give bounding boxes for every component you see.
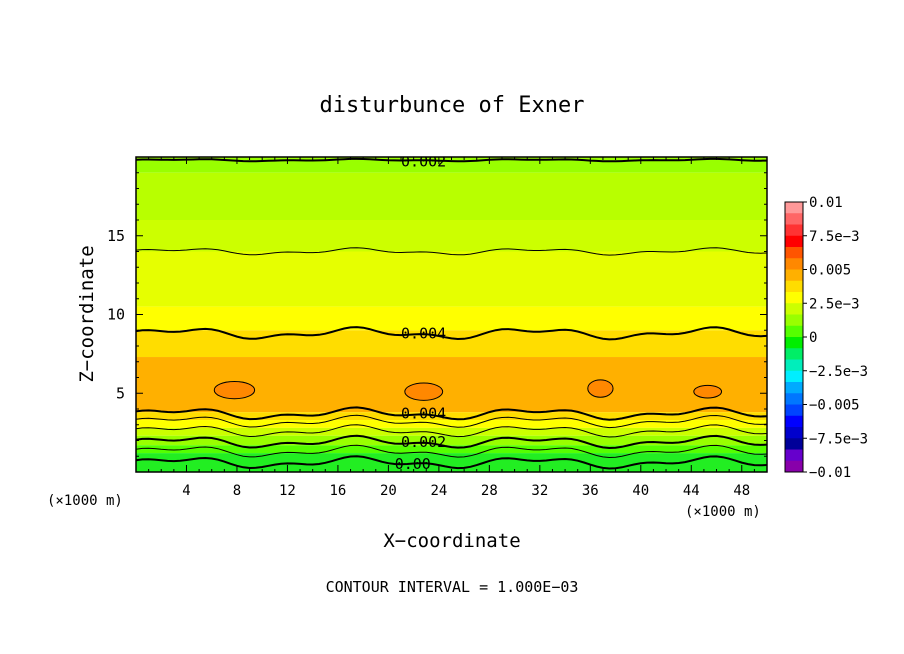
colorbar-cell: [785, 460, 803, 473]
plot-area: 0.002 0.004 0.004 0.002 0.00: [136, 153, 767, 473]
contour-maximum-1: [404, 382, 444, 401]
colorbar-tick-label: −7.5e−3: [809, 431, 868, 447]
x-tick-label: 36: [582, 483, 599, 499]
x-tick-label: 16: [329, 483, 346, 499]
x-tick-label: 12: [279, 483, 296, 499]
x-tick-label: 20: [380, 483, 397, 499]
contour-band-2: [136, 220, 767, 252]
colorbar-tick-label: 2.5e−3: [809, 296, 860, 312]
contour-line-2: [136, 326, 767, 341]
colorbar-cell: [785, 449, 803, 462]
colorbar-cell: [785, 348, 803, 360]
contour-line-4: [136, 414, 767, 429]
colorbar-cell: [785, 292, 803, 304]
contour-label-2: 0.004: [401, 405, 446, 423]
colorbar-tick-label: 0.005: [809, 263, 851, 279]
colorbar-cell: [785, 382, 803, 394]
y-axis-label: Z−coordinate: [76, 245, 98, 382]
contour-band-8: [136, 420, 767, 428]
colorbar: 0.01 7.5e−3 0.005 2.5e−3 0 −2.5e−3 −0.005 −7.5e…: [784, 195, 868, 481]
colorbar-cell: [785, 404, 803, 417]
contour-lines: [136, 157, 767, 470]
colorbar-cell: [785, 314, 803, 327]
contour-band-3: [136, 251, 767, 307]
x-tick-label: 44: [683, 483, 700, 499]
x-tick-label: 48: [733, 483, 750, 499]
contour-line-6: [136, 434, 767, 450]
colorbar-cell: [785, 303, 803, 315]
x-axis-unit-left: (×1000 m): [47, 493, 123, 509]
contour-line-1: [136, 247, 767, 256]
svg-text:0.004: 0.004: [401, 405, 446, 423]
colorbar-cell: [785, 224, 803, 237]
contour-band-7: [136, 412, 767, 421]
x-tick-label: 8: [233, 483, 241, 499]
contour-label-0: 0.002: [401, 153, 446, 171]
contour-band-10: [136, 435, 767, 446]
x-axis-label: X−coordinate: [383, 530, 520, 552]
x-tick-label: 40: [632, 483, 649, 499]
colorbar-cell: [785, 359, 803, 372]
contour-maximum-3: [693, 384, 723, 399]
colorbar-cell: [785, 280, 803, 293]
contour-maximum-2: [587, 379, 614, 398]
colorbar-tick-label: −2.5e−3: [809, 364, 868, 380]
svg-text:0.004: 0.004: [401, 324, 446, 342]
colorbar-cell: [785, 258, 803, 270]
contour-line-7: [136, 444, 767, 459]
footer-contour-interval: CONTOUR INTERVAL = 1.000E−03: [326, 578, 579, 596]
x-tick-label: 4: [182, 483, 190, 499]
contour-line-5: [136, 424, 767, 438]
contour-band-1: [136, 172, 767, 220]
contour-label-1: 0.004: [401, 324, 446, 342]
colorbar-tick-label: −0.005: [809, 398, 860, 414]
contour-line-3: [136, 406, 767, 421]
y-tick-label: 5: [116, 384, 125, 402]
svg-text:0.00: 0.00: [395, 455, 431, 473]
svg-text:0.002: 0.002: [401, 433, 446, 451]
contour-labels: 0.002 0.004 0.004 0.002 0.00: [395, 153, 446, 473]
chart-title: disturbunce of Exner: [320, 93, 585, 118]
contour-maxima: [213, 379, 723, 401]
colorbar-tick-label: 7.5e−3: [809, 229, 860, 245]
x-tick-label: 32: [531, 483, 548, 499]
colorbar-cell: [785, 235, 803, 248]
colorbar-cell: [785, 325, 803, 338]
colorbar-cell: [785, 213, 803, 225]
contour-band-4: [136, 306, 767, 331]
colorbar-cell: [785, 370, 803, 383]
contour-band-9: [136, 427, 767, 436]
colorbar-cell: [785, 247, 803, 259]
svg-text:0.002: 0.002: [401, 153, 446, 171]
contour-band-11: [136, 445, 767, 454]
colorbar-cell: [785, 393, 803, 405]
colorbar-cell: [785, 427, 803, 439]
colorbar-tick-label: 0: [809, 330, 817, 346]
contour-line-8: [136, 455, 767, 470]
x-tick-label: 28: [481, 483, 498, 499]
colorbar-cell: [785, 415, 803, 428]
contour-label-3: 0.002: [401, 433, 446, 451]
contour-label-4: 0.00: [395, 455, 431, 473]
colorbar-cell: [785, 337, 803, 349]
y-tick-label: 15: [107, 227, 125, 245]
x-axis-unit-right: (×1000 m): [685, 504, 761, 520]
contour-maximum-0: [213, 380, 256, 400]
y-tick-label: 10: [107, 306, 125, 324]
color-bands: [136, 157, 767, 472]
colorbar-tick-label: −0.01: [809, 465, 851, 481]
colorbar-cell: [785, 202, 803, 214]
colorbar-cell: [785, 438, 803, 450]
contour-line-0: [136, 157, 767, 163]
colorbar-cell: [785, 269, 803, 282]
colorbar-tick-label: 0.01: [809, 195, 843, 211]
x-tick-label: 24: [430, 483, 447, 499]
